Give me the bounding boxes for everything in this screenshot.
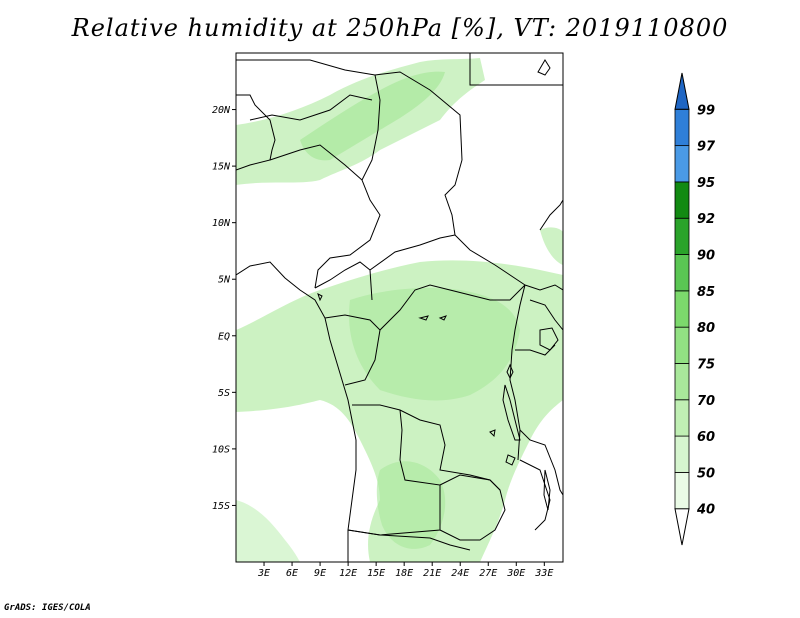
coastline-guinea [236,94,276,171]
border-nigeria [269,144,363,181]
humidity-patch-coast [236,500,300,562]
colorbar-segment [674,254,690,292]
colorbar-label: 90 [697,249,715,264]
humidity-patch-congo-core [349,288,520,401]
bioko [317,293,323,302]
x-tick-label: 33E [534,568,553,579]
colorbar-label: 99 [697,103,715,118]
grads-credit: GrADS: IGES/COLA [4,603,91,613]
border-angola [347,409,441,536]
x-tick-label: 18E [395,568,413,579]
border-nigeria-cameroon [314,261,373,301]
colorbar-segment [674,326,690,364]
x-tick-label: 12E [339,568,357,579]
border-sudan-ssudan [524,284,563,291]
colorbar-label: 60 [697,430,715,445]
x-tick-label: 15E [367,568,385,579]
border-drc-east [509,284,526,461]
y-tick-label: 10S [212,444,230,455]
colorbar-segment [674,508,690,546]
lake-mweru [505,454,516,466]
colorbar-segment [674,290,690,328]
x-tick-label: 3E [257,568,270,579]
border-east-lakes [519,429,563,496]
y-tick-label: 10N [212,218,231,229]
map-title: Relative humidity at 250hPa [%], VT: 201… [71,14,729,42]
lake-malawi [543,469,551,511]
colorbar-segment [674,399,690,437]
red-sea-coast [537,59,551,76]
colorbar-label: 97 [697,140,716,155]
colorbar-label: 70 [697,394,715,409]
border-north-1 [236,59,463,161]
humidity-field [236,58,563,562]
y-tick-label: EQ [218,331,230,342]
border-congo [379,284,526,331]
x-tick-label: 21E [423,568,441,579]
colorbar-segment [674,145,690,183]
colorbar-segment [674,217,690,255]
x-tick-label: 24E [451,568,469,579]
colorbar-segment [674,181,690,219]
colorbar-segment [674,363,690,401]
lake-tanganyika [502,384,521,441]
colorbar-label: 92 [697,212,715,227]
border-libya-sudan [469,53,563,86]
y-tick-label: 15N [212,162,231,173]
humidity-patch-north-core [300,71,445,161]
border-tanzania [519,459,551,531]
colorbar-segment [674,108,690,147]
humidity-patch-east [540,227,563,265]
y-tick-label: 15S [212,501,230,512]
colorbar: 40 50 60 70 75 80 85 90 92 95 97 99 [674,72,716,546]
border-north-2 [314,74,381,289]
y-axis: 20N 15N 10N 5N EQ 5S 10S 15S [212,105,236,512]
colorbar-label: 95 [697,176,715,191]
plot-frame [235,52,564,563]
lake-small-1 [418,315,429,321]
colorbar-label: 50 [697,466,715,481]
colorbar-segment [674,72,690,110]
country-borders [236,53,563,562]
border-car [369,234,456,271]
colorbar-label: 75 [697,357,715,372]
colorbar-label: 85 [697,285,715,300]
lake-victoria [539,327,559,351]
coastline-west [236,261,357,562]
colorbar-label: 80 [697,321,715,336]
x-tick-label: 27E [479,568,497,579]
border-zambia [439,474,506,541]
colorbar-label: 40 [696,503,715,518]
x-axis: 3E 6E 9E 12E 15E 18E 21E 24E 27E 30E 33E [257,562,553,579]
border-niger [249,94,373,121]
y-tick-label: 5S [218,388,230,399]
border-sudan-east [539,199,563,231]
x-tick-label: 6E [286,568,298,579]
colorbar-segment [674,435,690,473]
lake-kivu [506,363,514,380]
border-namibia [347,529,471,551]
x-tick-label: 30E [506,568,525,579]
y-tick-label: 5N [218,275,231,286]
colorbar-segment [674,471,690,510]
lake-small-3 [489,429,496,438]
y-tick-label: 20N [212,105,231,116]
border-drc-south [352,404,501,491]
lake-small-2 [438,315,447,321]
x-tick-label: 9E [314,568,326,579]
border-uganda-kenya [529,299,563,331]
